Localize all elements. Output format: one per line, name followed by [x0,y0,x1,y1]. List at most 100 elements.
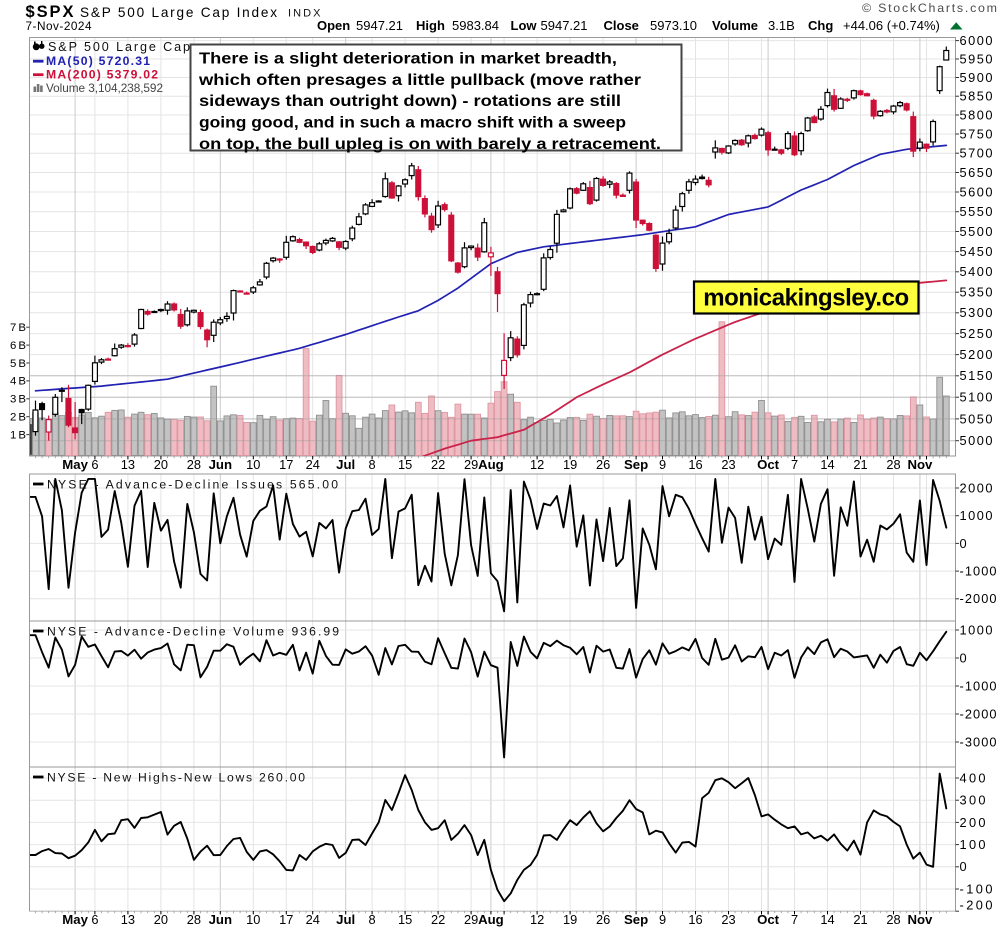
svg-text:28: 28 [886,457,900,472]
svg-text:5650: 5650 [960,165,993,180]
svg-text:Jul: Jul [336,912,355,927]
svg-text:7-Nov-2024: 7-Nov-2024 [26,19,92,33]
svg-text:Open: Open [317,18,350,33]
svg-text:8: 8 [369,457,376,472]
svg-text:5100: 5100 [960,390,993,405]
svg-text:which often presages a little: which often presages a little pullback (… [198,72,641,89]
svg-text:5300: 5300 [960,305,993,320]
svg-text:Sep: Sep [624,457,648,472]
svg-text:24: 24 [306,457,320,472]
svg-text:Jul: Jul [336,457,355,472]
svg-text:10: 10 [246,912,260,927]
svg-text:19: 19 [563,457,577,472]
svg-text:7B: 7B [10,322,26,334]
svg-text:Sep: Sep [624,912,648,927]
svg-text:-1000: -1000 [960,564,997,579]
svg-text:5450: 5450 [960,244,993,259]
svg-text:6: 6 [91,457,98,472]
svg-text:Volume: Volume [712,18,758,33]
svg-text:going good, and in such a macr: going good, and in such a macro shift wi… [199,115,626,132]
svg-text:5973.10: 5973.10 [650,18,697,33]
svg-text:15: 15 [398,457,412,472]
svg-text:6: 6 [91,912,98,927]
svg-text:16: 16 [688,457,702,472]
svg-text:5550: 5550 [960,204,993,219]
svg-text:Low: Low [511,18,538,33]
svg-text:3.1B: 3.1B [768,18,795,33]
svg-text:24: 24 [306,912,320,927]
svg-text:5850: 5850 [960,89,993,104]
svg-text:9: 9 [659,457,666,472]
svg-text:1000: 1000 [960,622,993,637]
svg-text:5983.84: 5983.84 [452,18,499,33]
svg-text:MA(50) 5720.31: MA(50) 5720.31 [46,54,150,68]
svg-text:2000: 2000 [960,480,993,495]
svg-text:May: May [62,457,88,472]
svg-text:0: 0 [960,536,967,551]
svg-text:Nov: Nov [907,912,933,927]
svg-text:5400: 5400 [960,264,993,279]
svg-text:Volume 3,104,238,592: Volume 3,104,238,592 [46,81,163,95]
svg-text:2B: 2B [10,412,26,424]
svg-text:28: 28 [886,912,900,927]
svg-text:22: 22 [431,457,445,472]
svg-text:Oct: Oct [757,457,780,472]
svg-text:8: 8 [369,912,376,927]
svg-text:100: 100 [960,837,986,852]
svg-text:S&P 500 Large Cap Index: S&P 500 Large Cap Index [80,5,277,20]
svg-text:17: 17 [279,457,293,472]
svg-text:Chg: Chg [808,18,833,33]
svg-text:-2000: -2000 [960,591,997,606]
svg-text:Aug: Aug [478,912,504,927]
svg-text:There is a slight deterioratio: There is a slight deterioration in marke… [199,51,617,68]
svg-text:5500: 5500 [960,224,993,239]
svg-text:Jun: Jun [209,912,232,927]
svg-text:monicakingsley.co: monicakingsley.co [703,285,909,312]
svg-text:MA(200) 5379.02: MA(200) 5379.02 [46,68,158,82]
svg-text:13: 13 [121,457,135,472]
svg-text:May: May [62,912,88,927]
svg-text:+44.06 (+0.74%): +44.06 (+0.74%) [843,18,940,33]
svg-text:21: 21 [853,457,867,472]
svg-text:5B: 5B [10,358,26,370]
svg-text:17: 17 [279,912,293,927]
svg-text:Close: Close [604,18,639,33]
svg-text:200: 200 [960,815,986,830]
svg-text:Jun: Jun [209,457,232,472]
svg-text:7: 7 [791,912,798,927]
svg-text:3B: 3B [10,394,26,406]
svg-text:5150: 5150 [960,368,993,383]
svg-text:28: 28 [187,457,201,472]
svg-text:5800: 5800 [960,107,993,122]
svg-text:5250: 5250 [960,326,993,341]
svg-text:NYSE - New Highs-New Lows 260.: NYSE - New Highs-New Lows 260.00 [47,771,305,785]
svg-text:5350: 5350 [960,285,993,300]
svg-text:300: 300 [960,793,986,808]
svg-text:Nov: Nov [907,457,933,472]
svg-text:-3000: -3000 [960,734,997,749]
svg-text:on top, the bull upleg is on w: on top, the bull upleg is on with barely… [199,136,661,153]
svg-text:0: 0 [960,650,967,665]
svg-text:Oct: Oct [757,912,780,927]
svg-text:$SPX: $SPX [26,3,74,21]
svg-text:29: 29 [464,457,478,472]
svg-text:5900: 5900 [960,70,993,85]
svg-text:1B: 1B [10,429,26,441]
svg-text:12: 12 [530,912,544,927]
svg-text:High: High [416,18,445,33]
svg-text:23: 23 [721,912,735,927]
svg-text:13: 13 [121,912,135,927]
svg-text:4B: 4B [10,376,26,388]
svg-text:5200: 5200 [960,347,993,362]
svg-text:15: 15 [398,912,412,927]
svg-text:16: 16 [688,912,702,927]
svg-text:14: 14 [820,457,834,472]
svg-text:20: 20 [154,912,168,927]
svg-text:26: 26 [596,457,610,472]
svg-text:6B: 6B [10,340,26,352]
svg-text:400: 400 [960,770,986,785]
svg-text:sideways than outright down) -: sideways than outright down) - rotations… [199,93,621,110]
svg-text:-2000: -2000 [960,706,997,721]
svg-text:10: 10 [246,457,260,472]
svg-text:5750: 5750 [960,126,993,141]
